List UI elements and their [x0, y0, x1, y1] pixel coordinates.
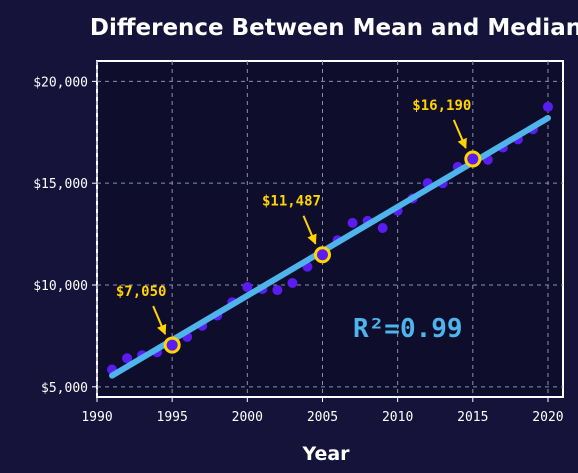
x-axis-label: Year [301, 443, 350, 465]
data-point [542, 101, 553, 112]
x-tick-label: 1995 [157, 410, 188, 425]
chart-title: Difference Between Mean and Median [90, 15, 578, 41]
axis-ticks: 1990 1995 2000 2005 2010 2015 2020 $5,000 $10,00… [33, 75, 563, 425]
callout-label: $16,190 [412, 98, 471, 114]
x-tick-label: 2000 [232, 410, 263, 425]
callout-arrow [152, 305, 167, 335]
callout-label: $11,487 [262, 194, 321, 210]
x-tick-label: 2015 [457, 410, 488, 425]
data-point [377, 222, 388, 233]
highlight-point [464, 150, 482, 168]
callout-arrow [452, 119, 467, 149]
r-squared-annotation: R²=0.99 [353, 314, 463, 344]
y-tick-label: $20,000 [33, 75, 88, 90]
x-tick-label: 2010 [382, 410, 413, 425]
data-point [122, 353, 133, 364]
data-point [242, 282, 253, 293]
y-tick-label: $15,000 [33, 177, 88, 192]
data-point [347, 217, 358, 228]
highlight-markers: $7,050 $11,487 $16,190 [116, 98, 482, 354]
x-tick-label: 2020 [532, 410, 563, 425]
x-tick-label: 1990 [81, 410, 112, 425]
callout-label: $7,050 [116, 284, 167, 300]
y-tick-label: $5,000 [41, 381, 88, 396]
callout-arrow [302, 215, 317, 245]
grid-lines [96, 61, 563, 397]
y-tick-label: $10,000 [33, 279, 88, 294]
data-point [272, 285, 283, 296]
highlight-point [163, 336, 181, 354]
highlight-point [313, 246, 331, 264]
data-point [287, 277, 298, 288]
x-tick-label: 2005 [307, 410, 338, 425]
